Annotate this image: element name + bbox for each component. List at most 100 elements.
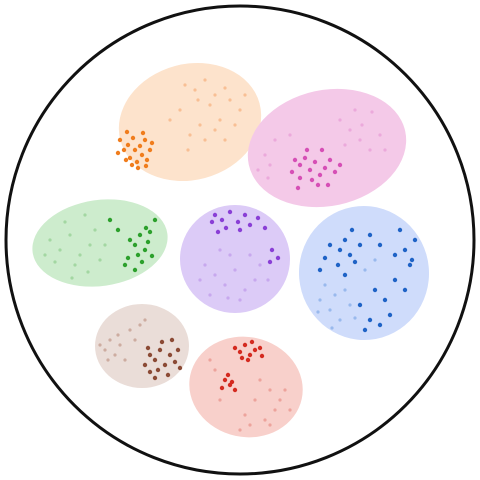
cluster-7-point (229, 379, 235, 385)
cluster-5-point (357, 242, 363, 248)
cluster-2-point (307, 167, 313, 173)
cluster-1-point (121, 147, 127, 153)
cluster-2-faint-point (353, 108, 357, 112)
cluster-1-faint-point (213, 128, 217, 132)
cluster-4-point (267, 259, 273, 265)
cluster-6-faint-point (98, 343, 102, 347)
cluster-1-point (142, 137, 148, 143)
cluster-1-faint-point (168, 118, 172, 122)
cluster-5-faint-point (328, 308, 332, 312)
cluster-3-point (122, 262, 128, 268)
cluster-7-point (252, 347, 258, 353)
cluster-5-point (407, 262, 413, 268)
cluster-6-faint-point (113, 353, 117, 357)
cluster-5-point (327, 242, 333, 248)
cluster-3-point (142, 247, 148, 253)
cluster-1-faint-point (183, 83, 187, 87)
cluster-5-point (322, 255, 328, 261)
cluster-1-faint-point (243, 93, 247, 97)
cluster-5-point (382, 297, 388, 303)
cluster-7-faint-point (258, 378, 262, 382)
cluster-5-point (392, 277, 398, 283)
cluster-7-point (219, 385, 225, 391)
cluster-4-faint-point (266, 278, 270, 282)
cluster-7-point (245, 357, 251, 363)
cluster-region-1 (118, 62, 262, 182)
cluster-5-point (372, 287, 378, 293)
cluster-4-faint-point (253, 278, 257, 282)
dense-points (107, 129, 418, 393)
cluster-1-faint-point (178, 108, 182, 112)
cluster-7-point (239, 355, 245, 361)
cluster-1-point (139, 152, 145, 158)
cluster-1-point (125, 142, 131, 148)
cluster-4-point (262, 225, 268, 231)
cluster-6-faint-point (106, 358, 110, 362)
cluster-6-faint-point (138, 323, 142, 327)
cluster-7-faint-point (243, 413, 247, 417)
cluster-5-point (387, 312, 393, 318)
cluster-7-faint-point (283, 388, 287, 392)
cluster-1-point (130, 135, 136, 141)
cluster-2-faint-point (348, 128, 352, 132)
cluster-4-point (237, 227, 243, 233)
cluster-4-faint-point (198, 278, 202, 282)
cluster-2-faint-point (358, 138, 362, 142)
cluster-6-faint-point (116, 333, 120, 337)
cluster-4-point (269, 247, 275, 253)
cluster-5-faint-point (338, 318, 342, 322)
cluster-7-faint-point (263, 418, 267, 422)
cluster-3-faint-point (58, 248, 62, 252)
cluster-1-faint-point (208, 103, 212, 107)
cluster-6-faint-point (123, 358, 127, 362)
cluster-5-faint-point (333, 293, 337, 297)
cluster-region-4 (180, 205, 290, 313)
cluster-1-point (123, 157, 129, 163)
cluster-6-point (152, 357, 158, 363)
cluster-4-faint-point (228, 253, 232, 257)
cluster-regions (32, 62, 430, 438)
cluster-7-point (237, 349, 243, 355)
cluster-1-faint-point (188, 133, 192, 137)
cluster-4-point (275, 255, 281, 261)
cluster-2-faint-point (370, 110, 374, 114)
cluster-6-point (142, 362, 148, 368)
cluster-1-faint-point (218, 118, 222, 122)
cluster-5-point (397, 227, 403, 233)
cluster-3-faint-point (43, 253, 47, 257)
cluster-5-point (362, 327, 368, 333)
cluster-2-point (315, 182, 321, 188)
cluster-5-faint-point (353, 316, 357, 320)
cluster-1-point (140, 130, 146, 136)
cluster-1-faint-point (196, 98, 200, 102)
cluster-7-point (232, 387, 238, 393)
cluster-2-faint-point (268, 163, 272, 167)
cluster-4-point (212, 212, 218, 218)
cluster-7-faint-point (238, 428, 242, 432)
cluster-7-faint-point (288, 408, 292, 412)
cluster-3-faint-point (73, 263, 77, 267)
cluster-2-point (322, 165, 328, 171)
cluster-1-point (129, 162, 135, 168)
cluster-6-point (152, 375, 158, 381)
cluster-region-2 (247, 88, 407, 208)
cluster-1-point (132, 147, 138, 153)
cluster-1-faint-point (223, 86, 227, 90)
boundary-circle (4, 4, 476, 476)
cluster-5-point (335, 262, 341, 268)
cluster-7-faint-point (278, 398, 282, 402)
cluster-1-faint-point (186, 148, 190, 152)
cluster-2-faint-point (343, 143, 347, 147)
cluster-3-point (152, 217, 158, 223)
cluster-2-point (304, 147, 310, 153)
cluster-3-faint-point (68, 233, 72, 237)
cluster-1-point (127, 155, 133, 161)
cluster-1-faint-point (203, 78, 207, 82)
cluster-5-faint-point (330, 326, 334, 330)
cluster-2-point (297, 162, 303, 168)
cluster-2-point (302, 155, 308, 161)
cluster-2-faint-point (360, 123, 364, 127)
cluster-6-faint-point (143, 318, 147, 322)
cluster-6-point (155, 367, 161, 373)
